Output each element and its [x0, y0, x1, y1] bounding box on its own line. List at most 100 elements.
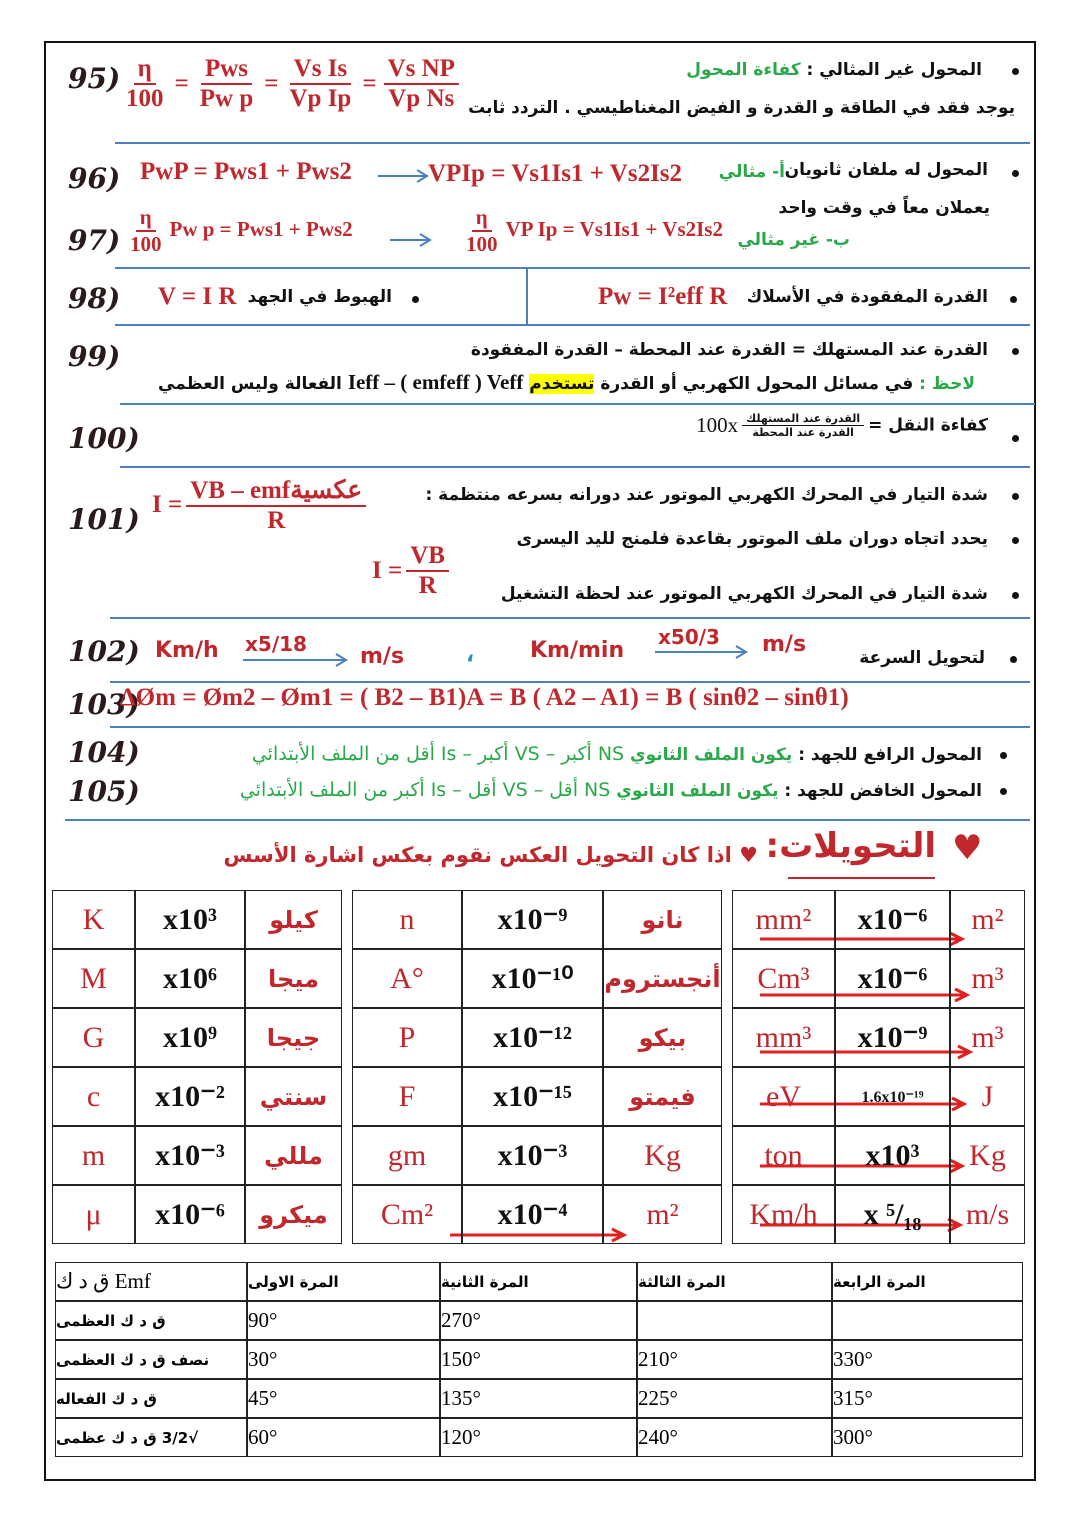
table-cell: Km/h	[732, 1185, 835, 1244]
table-cell	[832, 1301, 1023, 1340]
denominator: القدرة عند المحطة	[752, 426, 854, 439]
factor: x5/18	[245, 632, 307, 656]
table-cell: x10⁻⁶	[835, 949, 950, 1008]
table-cell: mm²	[732, 890, 835, 949]
formula: η 100 VP Ip = Vs1Is1 + Vs2Is2	[458, 205, 723, 257]
operator: =	[174, 70, 189, 97]
table-cell	[637, 1301, 832, 1340]
formula: ΔØm = Øm2 – Øm1 = ( B2 – B1)A = B ( A2 –…	[120, 684, 849, 711]
item-line: المحول غير المثالي : كفاءة المحول	[686, 60, 982, 80]
item-line: المحول الخافض للجهد : يكون الملف الثانوي…	[240, 779, 982, 801]
factor: x50/3	[658, 625, 720, 649]
heart: ♥	[952, 828, 983, 868]
highlight: تستخدم	[529, 374, 595, 394]
case-label: أ- مثالي	[718, 162, 785, 182]
label: كفاءة النقل =	[868, 415, 988, 436]
table-cell: سنتي	[245, 1067, 342, 1126]
bullet	[412, 296, 419, 303]
unit: Km/h	[155, 638, 219, 663]
table-cell: m/s	[950, 1185, 1025, 1244]
item-number: 103)	[68, 688, 140, 721]
table-cell: 1.6x10⁻¹⁹	[835, 1067, 950, 1126]
denominator: R	[267, 507, 286, 534]
fraction: η 100	[122, 55, 168, 113]
item-line: يعملان معاً في وقت واحد	[778, 198, 990, 218]
table-cell: نانو	[603, 890, 722, 949]
label: المحول الخافض للجهد :	[784, 781, 982, 801]
unit: Km/min	[530, 638, 625, 663]
table-cell: m³	[950, 949, 1025, 1008]
table-cell: 45°	[247, 1379, 440, 1418]
header-cell: المرة الاولى	[247, 1262, 440, 1301]
denominator: 100	[126, 85, 164, 112]
formula: Ieff – ( emfeff ) Veff	[347, 370, 524, 394]
table-cell: نصف ق د ك العظمى	[55, 1340, 247, 1379]
item-line: شدة التيار في المحرك الكهربي الموتور عند…	[425, 485, 988, 505]
table-cell: بيكو	[603, 1008, 722, 1067]
text: في مسائل المحول الكهربي أو القدرة	[600, 374, 914, 394]
section-title: التحويلات:	[765, 826, 936, 866]
formula: V = I R	[158, 283, 237, 310]
numerator: η	[135, 205, 156, 232]
item-line: الهبوط في الجهد	[247, 287, 392, 307]
formula: VPIp = Vs1Is1 + Vs2Is2	[428, 160, 683, 187]
table-cell: M	[52, 949, 135, 1008]
table-cell: جيجا	[245, 1008, 342, 1067]
table-cell: x10⁻¹²	[462, 1008, 603, 1067]
formula: I = VB R	[372, 542, 453, 600]
operator: =	[264, 70, 279, 97]
item-number: 95)	[68, 62, 121, 95]
bullet	[1012, 592, 1019, 599]
numerator: η	[133, 55, 156, 85]
table-cell: مللي	[245, 1126, 342, 1185]
table-cell: 330°	[832, 1340, 1023, 1379]
item-number: 100)	[68, 422, 140, 455]
table-cell: 60°	[247, 1418, 440, 1457]
formula-part: VP Ip = Vs1Is1 + Vs2Is2	[505, 216, 723, 241]
bullet	[1000, 752, 1007, 759]
table-cell: كيلو	[245, 890, 342, 949]
denominator: Vp Ns	[388, 85, 455, 112]
table-cell: J	[950, 1067, 1025, 1126]
table-cell: eV	[732, 1067, 835, 1126]
table-cell: x10⁻⁴	[462, 1185, 603, 1244]
table-cell: x10⁻¹⁵	[462, 1067, 603, 1126]
table-cell: x10⁻⁶	[135, 1185, 245, 1244]
table-cell: 90°	[247, 1301, 440, 1340]
table-cell: 150°	[440, 1340, 637, 1379]
item-number: 104)	[68, 736, 140, 769]
note: يوجد فقد في الطاقة و القدرة و الفيض المغ…	[468, 98, 1015, 118]
note-label: لاحظ :	[919, 374, 975, 394]
item-number: 97)	[68, 224, 121, 257]
text: NS أقل – VS أقل – Is أكبر من الملف الأبت…	[239, 779, 611, 801]
table-cell: n	[352, 890, 462, 949]
table-cell: 135°	[440, 1379, 637, 1418]
formula: PwP = Pws1 + Pws2	[140, 158, 352, 185]
numerator: η	[471, 205, 492, 232]
item-line: كفاءة النقل = القدرة عند المستهلك القدرة ع…	[696, 412, 988, 439]
item-line: المحول الرافع للجهد : يكون الملف الثانوي…	[252, 743, 982, 765]
bullet	[1010, 656, 1017, 663]
table-cell: ميكرو	[245, 1185, 342, 1244]
bullet	[1012, 68, 1019, 75]
table-cell: mm³	[732, 1008, 835, 1067]
bullet	[1012, 348, 1019, 355]
formula: I = VB – emfعكسية R	[152, 475, 370, 535]
case-label: ب- غير مثالي	[737, 230, 850, 250]
numerator: Pws	[200, 55, 253, 85]
table-cell: 120°	[440, 1418, 637, 1457]
denominator: R	[418, 572, 437, 599]
header-cell: Emf ق د ك	[55, 1262, 247, 1301]
table-cell: x10⁻³	[462, 1126, 603, 1185]
numerator: Vs Is	[289, 55, 352, 85]
label: المحول غير المثالي :	[806, 60, 982, 80]
table-cell: ton	[732, 1126, 835, 1185]
highlight: يكون الملف الثانوي	[630, 745, 793, 765]
denominator: Vp Ip	[289, 85, 352, 112]
table-cell: m	[52, 1126, 135, 1185]
formula: η 100 = Pws Pw p = Vs Is Vp Ip = Vs NP Vp Ns	[118, 55, 463, 113]
item-number: 105)	[68, 775, 140, 808]
table-cell: Cm²	[352, 1185, 462, 1244]
table-cell: 270°	[440, 1301, 637, 1340]
